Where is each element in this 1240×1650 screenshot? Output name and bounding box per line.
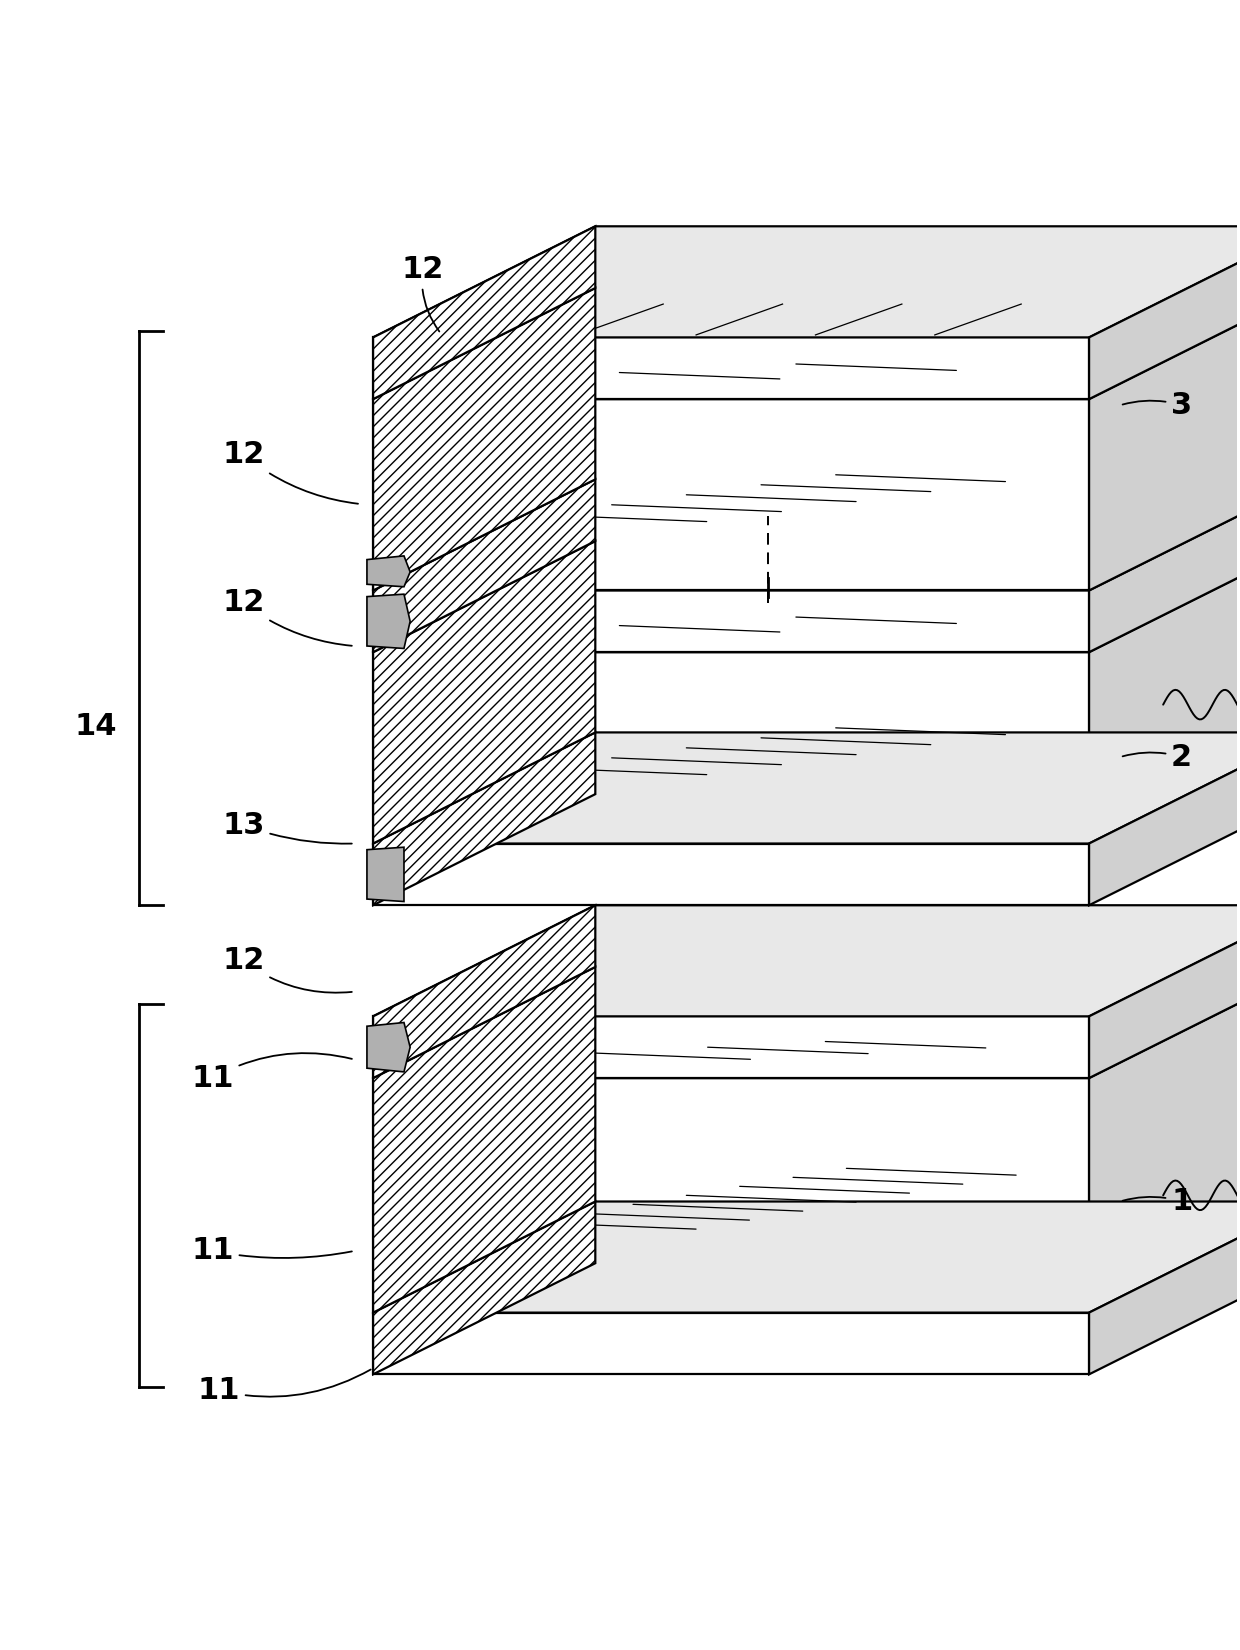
Polygon shape xyxy=(373,541,1240,652)
Polygon shape xyxy=(373,226,1240,337)
Polygon shape xyxy=(373,1201,595,1374)
Polygon shape xyxy=(373,289,1240,399)
Polygon shape xyxy=(373,541,595,843)
Polygon shape xyxy=(373,591,1089,652)
Text: 13: 13 xyxy=(222,810,352,843)
Polygon shape xyxy=(367,556,410,587)
Polygon shape xyxy=(373,480,1240,591)
Text: 11: 11 xyxy=(191,1236,352,1266)
Polygon shape xyxy=(1089,967,1240,1313)
Polygon shape xyxy=(1089,733,1240,906)
Polygon shape xyxy=(1089,906,1240,1077)
Polygon shape xyxy=(373,906,1240,1016)
Text: 12: 12 xyxy=(222,441,358,503)
Text: 12: 12 xyxy=(222,589,352,645)
Polygon shape xyxy=(373,289,595,591)
Polygon shape xyxy=(367,846,404,901)
Polygon shape xyxy=(373,906,595,1077)
Polygon shape xyxy=(373,843,1089,906)
Polygon shape xyxy=(1089,289,1240,591)
Text: 12: 12 xyxy=(402,256,444,332)
Text: 11: 11 xyxy=(191,1053,352,1092)
Polygon shape xyxy=(1089,480,1240,652)
Polygon shape xyxy=(1089,1201,1240,1374)
Polygon shape xyxy=(373,1077,1089,1313)
Polygon shape xyxy=(373,337,1089,399)
Polygon shape xyxy=(373,967,1240,1077)
Text: 2: 2 xyxy=(1122,742,1192,772)
Text: 11: 11 xyxy=(197,1370,371,1404)
Polygon shape xyxy=(373,480,595,652)
Polygon shape xyxy=(373,399,1089,591)
Polygon shape xyxy=(373,1201,1240,1313)
Polygon shape xyxy=(373,733,1240,843)
Polygon shape xyxy=(373,652,1089,843)
Polygon shape xyxy=(367,594,410,648)
Text: 3: 3 xyxy=(1122,391,1192,419)
Polygon shape xyxy=(373,967,595,1313)
Polygon shape xyxy=(373,1313,1089,1374)
Polygon shape xyxy=(367,1023,410,1072)
Polygon shape xyxy=(1089,226,1240,399)
Polygon shape xyxy=(373,226,595,399)
Polygon shape xyxy=(373,733,595,906)
Polygon shape xyxy=(373,1016,1089,1077)
Text: 14: 14 xyxy=(74,711,117,741)
Text: 1: 1 xyxy=(1122,1186,1193,1216)
Text: 12: 12 xyxy=(222,947,352,993)
Polygon shape xyxy=(1089,541,1240,843)
